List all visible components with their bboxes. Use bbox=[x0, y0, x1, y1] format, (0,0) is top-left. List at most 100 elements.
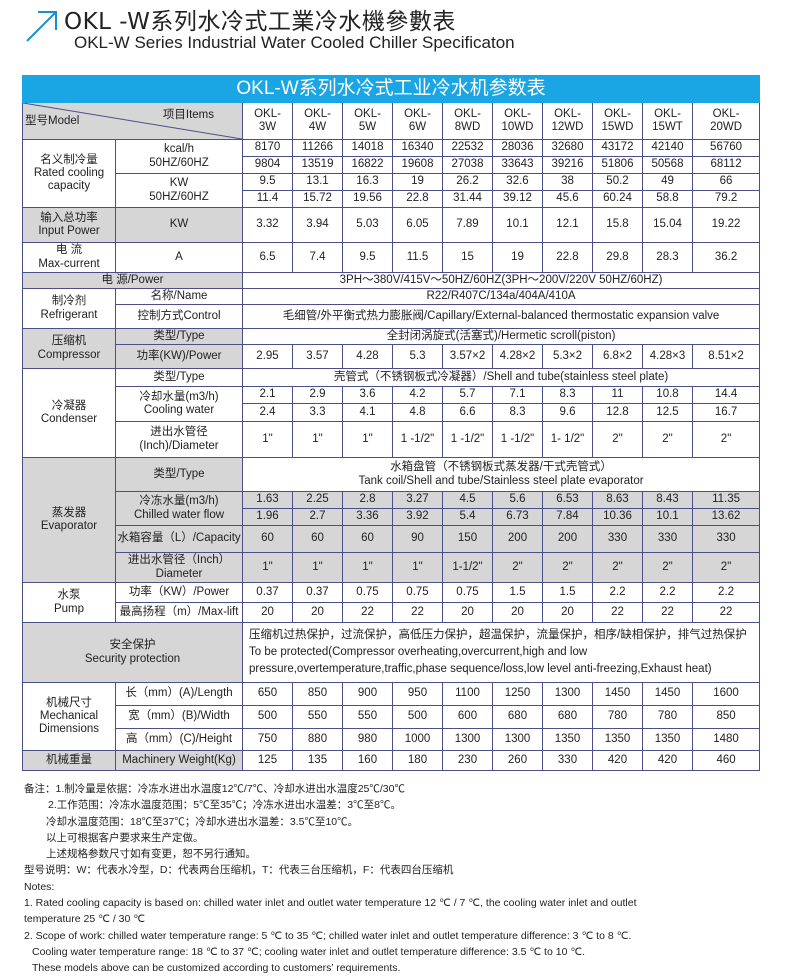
cooling-kcal-60-cell: 16822 bbox=[342, 156, 393, 174]
cooling-kcal-60-cell: 50568 bbox=[642, 156, 693, 174]
chilled-flow-60-cell: 3.92 bbox=[392, 508, 443, 526]
compressor-type-label: 类型/Type bbox=[115, 328, 243, 345]
cooling-kcal-50-cell: 14018 bbox=[342, 139, 393, 157]
condenser-diameter-cell: 2" bbox=[691, 421, 761, 458]
note-en: 1. Rated cooling capacity is based on: c… bbox=[24, 897, 637, 910]
cooling-kcal-50-cell: 32680 bbox=[542, 139, 593, 157]
height-cell: 980 bbox=[342, 728, 393, 751]
cooling-kw-60-cell: 45.6 bbox=[542, 190, 593, 208]
width-cell: 500 bbox=[242, 705, 293, 729]
tank-capacity-cell: 90 bbox=[392, 525, 443, 553]
control-value: 毛细管/外平衡式热力膨胀阀/Capillary/External-balance… bbox=[241, 304, 761, 329]
condenser-type-label: 类型/Type bbox=[115, 368, 243, 387]
cooling-water-50-cell: 3.6 bbox=[342, 386, 393, 404]
weight-cell: 230 bbox=[442, 750, 493, 771]
current-value-cell: 29.8 bbox=[592, 242, 643, 273]
compressor-power-cell: 3.57×2 bbox=[442, 344, 493, 369]
max-lift-cell: 22 bbox=[592, 602, 643, 623]
pump-power-label: 功率（KW）/Power bbox=[115, 582, 243, 603]
note-cn: 备注：1.制冷量是依据：冷冻水进出水温度12℃/7℃、冷却水进出水温度25℃/3… bbox=[24, 783, 405, 795]
cooling-kcal-60-cell: 9804 bbox=[242, 156, 293, 174]
max-lift-cell: 20 bbox=[442, 602, 493, 623]
pump-power-cell: 0.75 bbox=[442, 582, 493, 603]
height-cell: 1480 bbox=[691, 728, 761, 751]
evaporator-diameter-cell: 1" bbox=[242, 552, 293, 583]
tank-capacity-cell: 60 bbox=[292, 525, 343, 553]
weight-cell: 260 bbox=[492, 750, 543, 771]
weight-label: 机械重量 bbox=[22, 750, 116, 771]
pump-power-cell: 1.5 bbox=[542, 582, 593, 603]
tank-capacity-cell: 330 bbox=[691, 525, 761, 553]
height-cell: 1350 bbox=[542, 728, 593, 751]
page-header: OKL -W系列水冷式工業冷水機參數表 OKL-W Series Industr… bbox=[0, 0, 790, 70]
chilled-flow-label: 冷冻水量(m3/h) Chilled water flow bbox=[115, 491, 243, 526]
cooling-water-50-cell: 14.4 bbox=[691, 386, 761, 404]
tank-capacity-cell: 60 bbox=[342, 525, 393, 553]
weight-cell: 160 bbox=[342, 750, 393, 771]
dimensions-label: 机械尺寸 Mechanical Dimensions bbox=[22, 682, 116, 751]
height-cell: 1350 bbox=[592, 728, 643, 751]
weight-cell: 460 bbox=[691, 750, 761, 771]
length-cell: 1250 bbox=[492, 682, 543, 706]
cooling-water-50-cell: 2.1 bbox=[242, 386, 293, 404]
title-en: OKL-W Series Industrial Water Cooled Chi… bbox=[74, 33, 515, 52]
condenser-diameter-cell: 1 -1/2" bbox=[492, 421, 543, 458]
input-power-value-cell: 5.03 bbox=[342, 207, 393, 243]
chilled-flow-50-cell: 8.63 bbox=[592, 491, 643, 509]
cooling-kcal-50-cell: 22532 bbox=[442, 139, 493, 157]
max-lift-cell: 20 bbox=[292, 602, 343, 623]
condenser-type: 壳管式（不锈钢板式冷凝器）/Shell and tube(stainless s… bbox=[241, 368, 761, 387]
evaporator-label: 蒸发器 Evaporator bbox=[22, 457, 116, 583]
note-cn: 以上可根据客户要求来生产定做。 bbox=[46, 831, 204, 844]
cooling-kcal-50-cell: 56760 bbox=[691, 139, 761, 157]
width-cell: 780 bbox=[642, 705, 693, 729]
evaporator-diameter-cell: 1" bbox=[292, 552, 343, 583]
model-name-cell: OKL- 12WD bbox=[542, 102, 593, 140]
condenser-diameter-cell: 1" bbox=[242, 421, 293, 458]
tank-capacity-cell: 150 bbox=[442, 525, 493, 553]
cooling-kw-50-cell: 32.6 bbox=[492, 173, 543, 191]
notes: 备注：1.制冷量是依据：冷冻水进出水温度12℃/7℃、冷却水进出水温度25℃/3… bbox=[24, 781, 784, 977]
cooling-kcal-60-cell: 13519 bbox=[292, 156, 343, 174]
height-cell: 880 bbox=[292, 728, 343, 751]
security-label: 安全保护 Security protection bbox=[22, 622, 243, 683]
weight-unit: Machinery Weight(Kg) bbox=[115, 750, 243, 771]
cooling-kcal-60-cell: 33643 bbox=[492, 156, 543, 174]
cooling-kw-60-cell: 31.44 bbox=[442, 190, 493, 208]
current-value-cell: 7.4 bbox=[292, 242, 343, 273]
model-name-cell: OKL- 6W bbox=[392, 102, 443, 140]
cooling-water-60-cell: 12.8 bbox=[592, 403, 643, 422]
length-cell: 900 bbox=[342, 682, 393, 706]
note-en: Notes: bbox=[24, 880, 55, 893]
cooling-water-50-cell: 11 bbox=[592, 386, 643, 404]
chilled-flow-50-cell: 6.53 bbox=[542, 491, 593, 509]
max-lift-cell: 22 bbox=[691, 602, 761, 623]
cooling-kw-60-cell: 15.72 bbox=[292, 190, 343, 208]
current-value-cell: 28.3 bbox=[642, 242, 693, 273]
chilled-flow-60-cell: 7.84 bbox=[542, 508, 593, 526]
note-cn: 2.工作范围：冷冻水温度范围：5℃至35℃；冷冻水进出水温差：3℃至8℃。 bbox=[48, 799, 401, 812]
cooling-water-50-cell: 5.7 bbox=[442, 386, 493, 404]
evaporator-diameter-cell: 1" bbox=[342, 552, 393, 583]
chilled-flow-60-cell: 10.36 bbox=[592, 508, 643, 526]
pump-power-cell: 0.37 bbox=[242, 582, 293, 603]
note-cn: 上述规格参数尺寸如有变更，恕不另行通知。 bbox=[46, 848, 256, 861]
cooling-kw-60-cell: 58.8 bbox=[642, 190, 693, 208]
cooling-kcal-50-cell: 16340 bbox=[392, 139, 443, 157]
cooling-kw-60-cell: 79.2 bbox=[691, 190, 761, 208]
cooling-water-60-cell: 2.4 bbox=[242, 403, 293, 422]
cooling-water-50-cell: 4.2 bbox=[392, 386, 443, 404]
model-name-cell: OKL- 5W bbox=[342, 102, 393, 140]
chilled-flow-50-cell: 8.43 bbox=[642, 491, 693, 509]
cooling-kw-50-cell: 66 bbox=[691, 173, 761, 191]
compressor-power-cell: 3.57 bbox=[292, 344, 343, 369]
tank-capacity-cell: 330 bbox=[642, 525, 693, 553]
evaporator-diameter-cell: 2" bbox=[691, 552, 761, 583]
condenser-diameter-cell: 1 -1/2" bbox=[392, 421, 443, 458]
current-value-cell: 15 bbox=[442, 242, 493, 273]
cooling-kcal-60-cell: 68112 bbox=[691, 156, 761, 174]
compressor-power-cell: 4.28×2 bbox=[492, 344, 543, 369]
input-power-value-cell: 7.89 bbox=[442, 207, 493, 243]
condenser-diameter-cell: 2" bbox=[642, 421, 693, 458]
evaporator-diameter-cell: 1-1/2" bbox=[442, 552, 493, 583]
